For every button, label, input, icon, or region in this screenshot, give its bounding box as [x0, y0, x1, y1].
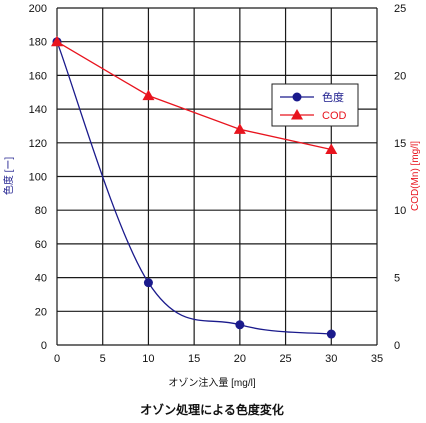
y-axis-right-ticks: 0 5 10 15 20 25 — [394, 3, 406, 352]
x-tick-label: 35 — [371, 353, 383, 365]
grid — [56, 7, 378, 346]
x-axis-ticks: 0 5 10 15 20 25 30 35 — [54, 353, 383, 365]
y-left-tick-label: 160 — [29, 70, 47, 82]
y-left-tick-label: 200 — [29, 3, 47, 15]
y-left-tick-label: 0 — [41, 340, 47, 352]
chart-caption: オゾン処理による色度変化 — [140, 402, 284, 417]
y-left-tick-label: 120 — [29, 138, 47, 150]
y-left-tick-label: 100 — [29, 172, 47, 184]
data-point-color — [143, 278, 153, 288]
y-right-tick-label: 20 — [394, 70, 406, 82]
y-axis-left-ticks: 0 20 40 60 80 100 120 140 160 180 200 — [29, 3, 47, 352]
data-point-cod — [325, 143, 338, 155]
x-axis-label: オゾン注入量 [mg/l] — [168, 376, 255, 389]
y-right-tick-label: 15 — [394, 138, 406, 150]
legend: 色度 COD — [271, 83, 359, 127]
series-line-cod — [56, 41, 332, 151]
y-left-tick-label: 80 — [35, 205, 47, 217]
series-line-color — [56, 41, 332, 335]
data-point-cod — [142, 89, 155, 101]
x-tick-label: 5 — [100, 353, 106, 365]
legend-item-cod: COD — [280, 109, 347, 122]
y-left-tick-label: 20 — [35, 306, 47, 318]
x-tick-label: 30 — [325, 353, 337, 365]
legend-box — [271, 83, 359, 127]
y-left-tick-label: 180 — [29, 37, 47, 49]
y-left-tick-label: 60 — [35, 239, 47, 251]
y-left-tick-label: 140 — [29, 104, 47, 116]
x-tick-label: 20 — [234, 353, 246, 365]
y-right-tick-label: 0 — [394, 340, 400, 352]
legend-marker-cod — [291, 109, 303, 120]
legend-marker-color — [292, 92, 302, 102]
x-tick-label: 0 — [54, 353, 60, 365]
y-axis-left-label: 色度 [ー] — [2, 157, 15, 196]
data-point-cod — [233, 123, 246, 134]
y-right-tick-label: 25 — [394, 3, 406, 15]
x-tick-label: 15 — [188, 353, 200, 365]
data-point-color — [326, 329, 336, 339]
x-tick-label: 25 — [279, 353, 291, 365]
y-right-tick-label: 10 — [394, 205, 406, 217]
x-tick-label: 10 — [142, 353, 154, 365]
y-axis-right-label: COD(Mn) [mg/l] — [410, 141, 421, 211]
legend-label-color: 色度 — [322, 90, 344, 104]
legend-item-color: 色度 — [280, 90, 344, 104]
legend-label-cod: COD — [322, 110, 347, 122]
series-layer — [51, 35, 338, 339]
y-right-tick-label: 5 — [394, 273, 400, 285]
y-left-tick-label: 40 — [35, 273, 47, 285]
data-point-cod — [51, 35, 63, 47]
data-point-color — [235, 320, 245, 330]
